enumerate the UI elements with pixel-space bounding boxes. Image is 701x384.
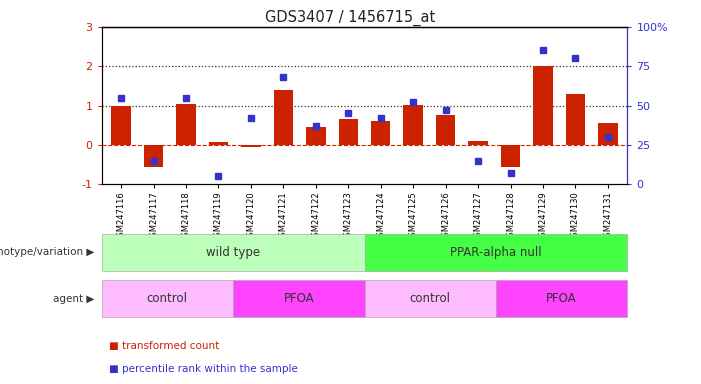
Bar (371, 121, 390, 145)
Text: genotype/variation ▶: genotype/variation ▶ (0, 247, 95, 258)
Text: PPAR-alpha null: PPAR-alpha null (450, 246, 542, 259)
Bar (436, 116, 456, 145)
Bar (111, 106, 131, 145)
Bar (533, 66, 553, 145)
Text: GDS3407 / 1456715_at: GDS3407 / 1456715_at (266, 10, 435, 26)
Text: PFOA: PFOA (546, 292, 577, 305)
Text: control: control (410, 292, 451, 305)
Bar (144, 145, 163, 167)
Text: ■ transformed count: ■ transformed count (109, 341, 219, 351)
Text: agent ▶: agent ▶ (53, 293, 95, 304)
Bar (273, 90, 293, 145)
Bar (501, 145, 520, 167)
Text: control: control (147, 292, 188, 305)
Bar (404, 105, 423, 145)
Bar (176, 104, 196, 145)
Text: PFOA: PFOA (283, 292, 314, 305)
Bar (339, 119, 358, 145)
Bar (209, 142, 229, 145)
Text: wild type: wild type (206, 246, 260, 259)
Bar (306, 127, 325, 145)
Bar (566, 94, 585, 145)
Bar (598, 123, 618, 145)
Bar (241, 145, 261, 147)
Bar (468, 141, 488, 145)
Text: ■ percentile rank within the sample: ■ percentile rank within the sample (109, 364, 297, 374)
